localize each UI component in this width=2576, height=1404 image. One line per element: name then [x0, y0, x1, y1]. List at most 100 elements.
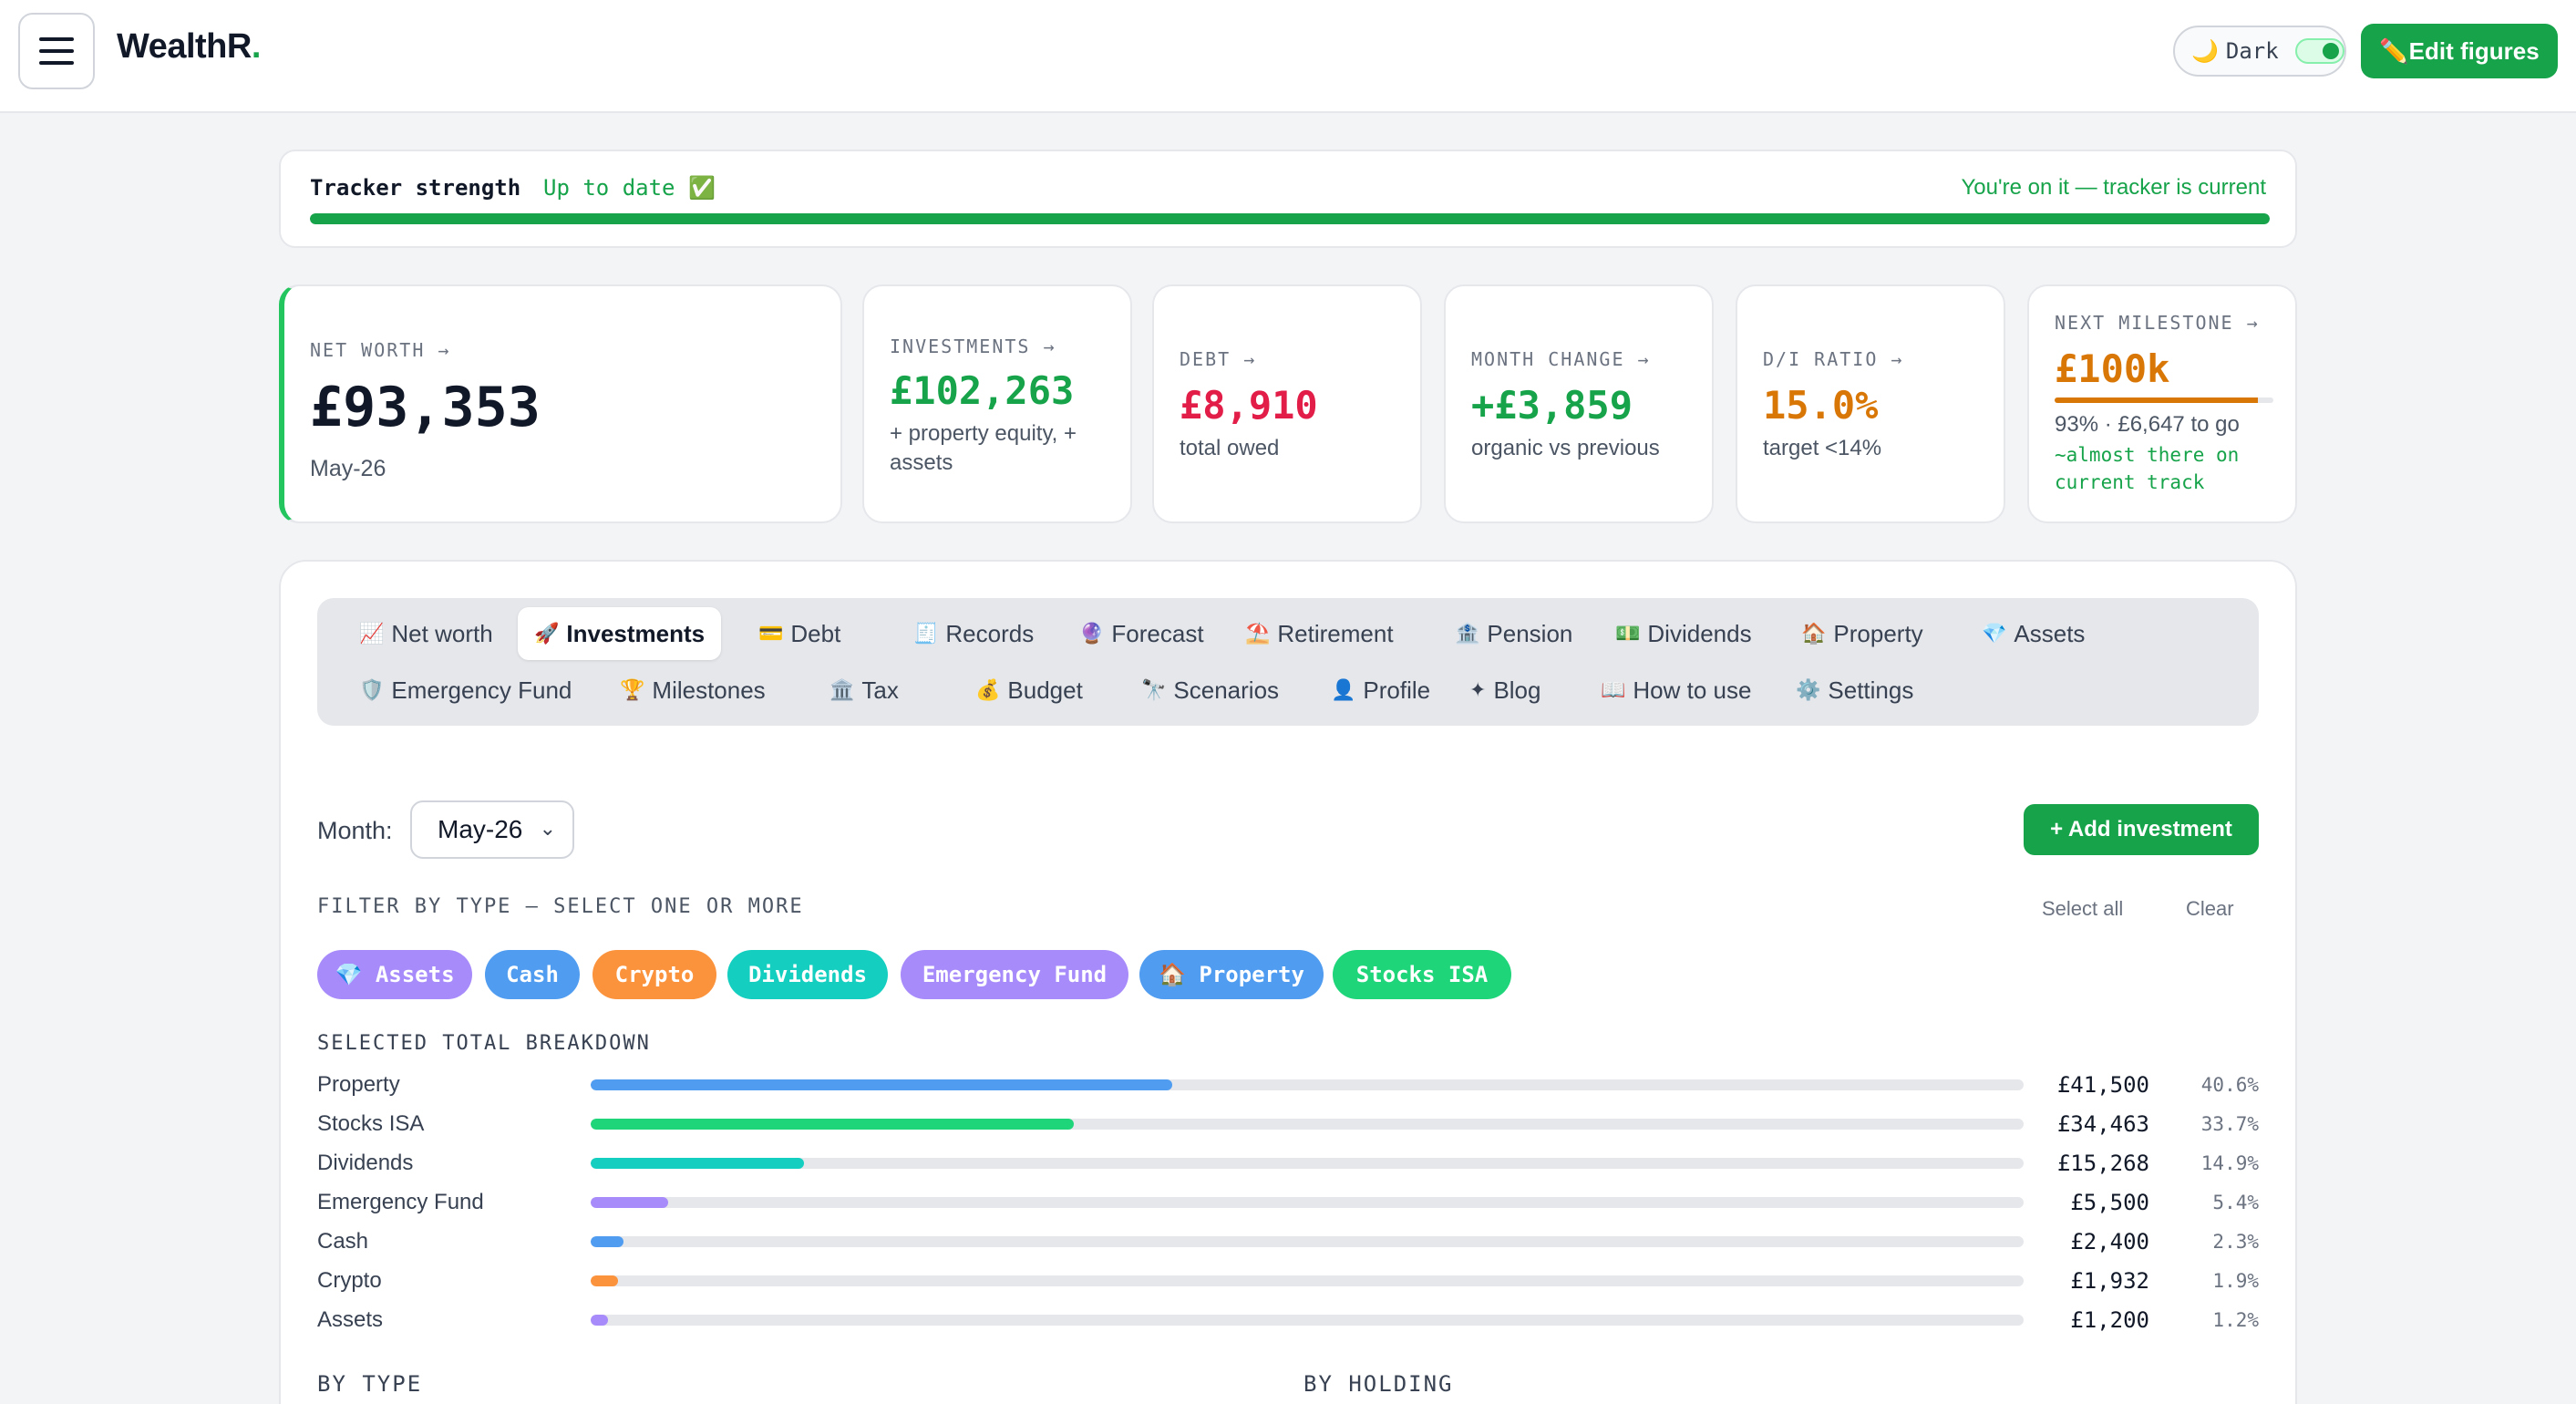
tab-budget[interactable]: 💰 Budget [959, 664, 1099, 717]
add-investment-button[interactable]: + Add investment [2024, 804, 2259, 855]
tab-assets[interactable]: 💎 Assets [1965, 607, 2101, 660]
tab-bar: 📈 Net worth 🚀 Investments 💳 Debt 🧾 Records 🔮 Fore… [317, 598, 2259, 726]
milestone-progress-bar [2055, 397, 2273, 403]
filter-chip[interactable]: Dividends [727, 950, 888, 999]
tab-icon: 💎 [1982, 622, 2007, 645]
breakdown-bar [591, 1079, 2024, 1090]
breakdown-name: Stocks ISA [317, 1111, 425, 1136]
month-select-value: May-26 [438, 815, 523, 843]
tab-dividends[interactable]: 💵 Dividends [1599, 607, 1768, 660]
breakdown-name: Dividends [317, 1151, 414, 1175]
clear-link[interactable]: Clear [2186, 897, 2234, 920]
breakdown-amount: £1,200 [2070, 1307, 2149, 1333]
card-value: 15.0% [1763, 383, 1879, 428]
tab-icon: 📖 [1601, 678, 1626, 701]
tab-settings[interactable]: ⚙️ Settings [1779, 664, 1930, 717]
breakdown-bar-fill [591, 1119, 1074, 1130]
tab-icon: 🏠 [1801, 622, 1827, 645]
filter-chip[interactable]: Crypto [592, 950, 716, 999]
select-all-link[interactable]: Select all [2042, 897, 2124, 920]
month-select[interactable]: May-26 ⌄ [410, 800, 574, 859]
tab-icon: 💰 [975, 678, 1001, 701]
breakdown-row: Property £41,500 40.6% [317, 1068, 2259, 1101]
milestone-note: ~almost there on current track [2055, 444, 2240, 493]
dark-mode-toggle[interactable]: 🌙 Dark [2173, 26, 2346, 77]
tab-label: Profile [1363, 676, 1431, 704]
net-worth-card[interactable]: NET WORTH → £93,353 May-26 [279, 284, 842, 523]
breakdown-bar-fill [591, 1197, 668, 1208]
filter-chip[interactable]: Emergency Fund [901, 950, 1128, 999]
tab-how-to-use[interactable]: 📖 How to use [1584, 664, 1767, 717]
breakdown-amount: £1,932 [2070, 1268, 2149, 1294]
tab-icon: 📈 [359, 622, 385, 645]
breakdown-bar-fill [591, 1315, 608, 1326]
breakdown-percent: 33.7% [2200, 1113, 2259, 1135]
tab-icon: 🔭 [1141, 678, 1167, 701]
filter-chip[interactable]: 💎 Assets [317, 950, 472, 999]
filter-chip[interactable]: Stocks ISA [1333, 950, 1511, 999]
tab-pension[interactable]: 🏦 Pension [1438, 607, 1589, 660]
filter-chip[interactable]: 🏠 Property [1139, 950, 1324, 999]
breakdown-bar [591, 1236, 2024, 1247]
card-value: £102,263 [890, 368, 1075, 413]
tab-records[interactable]: 🧾 Records [897, 607, 1050, 660]
tab-forecast[interactable]: 🔮 Forecast [1063, 607, 1221, 660]
breakdown-percent: 40.6% [2200, 1074, 2259, 1096]
tab-profile[interactable]: 👤 Profile [1314, 664, 1447, 717]
tab-emergency-fund[interactable]: 🛡️ Emergency Fund [343, 664, 588, 717]
tab-label: Scenarios [1173, 676, 1280, 704]
top-header: WealthR. 🌙 Dark ✏️Edit figures [0, 0, 2576, 113]
tab-label: Pension [1487, 619, 1573, 647]
tab-label: Records [945, 619, 1035, 647]
filter-chip[interactable]: Cash [485, 950, 580, 999]
breakdown-amount: £2,400 [2070, 1229, 2149, 1254]
debt-card[interactable]: DEBT → £8,910 total owed [1152, 284, 1422, 523]
tab-icon: ⚙️ [1796, 678, 1821, 701]
di-ratio-card[interactable]: D/I RATIO → 15.0% target <14% [1736, 284, 2005, 523]
tab-icon: 💵 [1615, 622, 1641, 645]
next-milestone-card[interactable]: NEXT MILESTONE → £100k 93% · £6,647 to g… [2027, 284, 2297, 523]
breakdown-heading: SELECTED TOTAL BREAKDOWN [317, 1032, 651, 1055]
edit-figures-button[interactable]: ✏️Edit figures [2361, 24, 2558, 78]
tab-icon: 🏦 [1455, 622, 1480, 645]
month-label: Month: [317, 817, 393, 844]
toggle-switch[interactable] [2294, 38, 2344, 64]
tab-scenarios[interactable]: 🔭 Scenarios [1125, 664, 1295, 717]
brand-logo[interactable]: WealthR. [117, 27, 261, 66]
chevron-down-icon: ⌄ [539, 817, 556, 840]
tab-icon: 🛡️ [359, 678, 385, 701]
tab-label: Investments [566, 619, 706, 647]
card-key: D/I RATIO → [1763, 348, 1904, 370]
tab-icon: 💳 [758, 622, 784, 645]
month-change-card[interactable]: MONTH CHANGE → +£3,859 organic vs previo… [1444, 284, 1714, 523]
tab-net-worth[interactable]: 📈 Net worth [343, 607, 510, 660]
tab-label: Blog [1493, 676, 1541, 704]
toggle-knob [2322, 43, 2339, 59]
milestone-progress-fill [2055, 397, 2259, 403]
breakdown-amount: £5,500 [2070, 1190, 2149, 1215]
tab-blog[interactable]: ✦ Blog [1453, 664, 1557, 717]
tab-icon: 🚀 [534, 622, 560, 645]
tab-property[interactable]: 🏠 Property [1785, 607, 1940, 660]
tab-label: Property [1833, 619, 1923, 647]
tab-milestones[interactable]: 🏆 Milestones [603, 664, 782, 717]
hamburger-menu-button[interactable] [18, 13, 95, 89]
tab-tax[interactable]: 🏛️ Tax [813, 664, 915, 717]
tab-icon: 🧾 [913, 622, 939, 645]
breakdown-bar-fill [591, 1236, 624, 1247]
investments-card[interactable]: INVESTMENTS → £102,263 + property equity… [862, 284, 1132, 523]
tab-icon: 🏆 [620, 678, 645, 701]
tab-investments[interactable]: 🚀 Investments [518, 607, 722, 660]
tab-label: Net worth [391, 619, 493, 647]
tab-debt[interactable]: 💳 Debt [742, 607, 857, 660]
breakdown-bar-fill [591, 1158, 805, 1169]
tab-label: Emergency Fund [391, 676, 572, 704]
card-sub: 93% · £6,647 to go [2055, 412, 2240, 437]
breakdown-row: Cash £2,400 2.3% [317, 1225, 2259, 1258]
tab-label: Retirement [1277, 619, 1394, 647]
tracker-progress-bar [310, 213, 2270, 224]
breakdown-bar [591, 1275, 2024, 1286]
tab-label: Forecast [1111, 619, 1204, 647]
card-value: £8,910 [1180, 383, 1318, 428]
tab-retirement[interactable]: ⛱️ Retirement [1229, 607, 1410, 660]
